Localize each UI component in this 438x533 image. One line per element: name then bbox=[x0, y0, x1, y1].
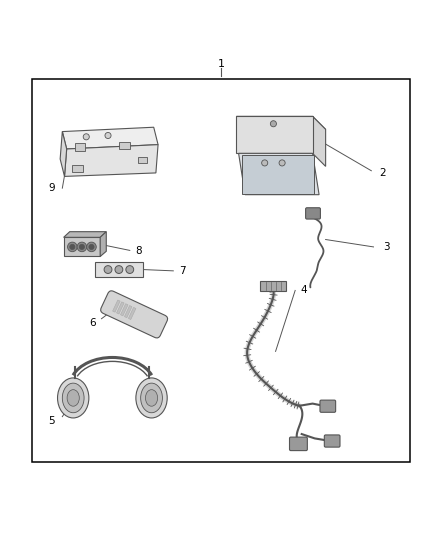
Text: 9: 9 bbox=[48, 183, 55, 193]
FancyBboxPatch shape bbox=[290, 437, 307, 450]
FancyBboxPatch shape bbox=[113, 300, 120, 312]
Polygon shape bbox=[239, 154, 319, 195]
FancyBboxPatch shape bbox=[72, 165, 83, 172]
FancyBboxPatch shape bbox=[128, 308, 136, 319]
Bar bbox=[32, 79, 410, 462]
Text: 7: 7 bbox=[179, 266, 185, 276]
Polygon shape bbox=[95, 262, 143, 277]
Polygon shape bbox=[237, 116, 313, 154]
FancyBboxPatch shape bbox=[320, 400, 336, 413]
Polygon shape bbox=[64, 144, 158, 176]
Polygon shape bbox=[313, 116, 325, 166]
Polygon shape bbox=[60, 132, 67, 176]
FancyBboxPatch shape bbox=[120, 304, 128, 316]
FancyBboxPatch shape bbox=[119, 142, 130, 149]
FancyBboxPatch shape bbox=[138, 157, 147, 163]
Circle shape bbox=[83, 134, 89, 140]
Circle shape bbox=[79, 244, 85, 249]
Circle shape bbox=[261, 160, 268, 166]
Polygon shape bbox=[100, 232, 106, 256]
FancyBboxPatch shape bbox=[124, 305, 132, 318]
Circle shape bbox=[115, 265, 123, 273]
Text: 5: 5 bbox=[48, 416, 55, 426]
Polygon shape bbox=[64, 237, 100, 256]
Polygon shape bbox=[62, 127, 158, 149]
Polygon shape bbox=[64, 232, 106, 237]
Text: 1: 1 bbox=[218, 59, 225, 69]
Text: 4: 4 bbox=[300, 286, 307, 295]
Ellipse shape bbox=[141, 383, 162, 413]
FancyBboxPatch shape bbox=[117, 302, 124, 314]
FancyBboxPatch shape bbox=[324, 435, 340, 447]
Text: 6: 6 bbox=[89, 318, 96, 328]
Circle shape bbox=[67, 242, 77, 252]
Circle shape bbox=[105, 133, 111, 139]
Circle shape bbox=[89, 244, 94, 249]
Text: 2: 2 bbox=[379, 168, 385, 178]
Circle shape bbox=[77, 242, 87, 252]
Circle shape bbox=[270, 120, 276, 127]
Circle shape bbox=[70, 244, 75, 249]
Ellipse shape bbox=[57, 378, 89, 418]
Circle shape bbox=[126, 265, 134, 273]
Circle shape bbox=[279, 160, 285, 166]
Ellipse shape bbox=[67, 390, 79, 406]
Circle shape bbox=[104, 265, 112, 273]
Ellipse shape bbox=[136, 378, 167, 418]
FancyBboxPatch shape bbox=[242, 155, 314, 194]
Ellipse shape bbox=[145, 390, 158, 406]
FancyBboxPatch shape bbox=[101, 291, 168, 338]
Polygon shape bbox=[237, 116, 325, 130]
Ellipse shape bbox=[62, 383, 84, 413]
Polygon shape bbox=[260, 281, 286, 292]
FancyBboxPatch shape bbox=[306, 208, 321, 219]
FancyBboxPatch shape bbox=[74, 143, 85, 150]
Text: 8: 8 bbox=[135, 246, 142, 256]
Text: 3: 3 bbox=[383, 242, 390, 252]
Circle shape bbox=[87, 242, 96, 252]
